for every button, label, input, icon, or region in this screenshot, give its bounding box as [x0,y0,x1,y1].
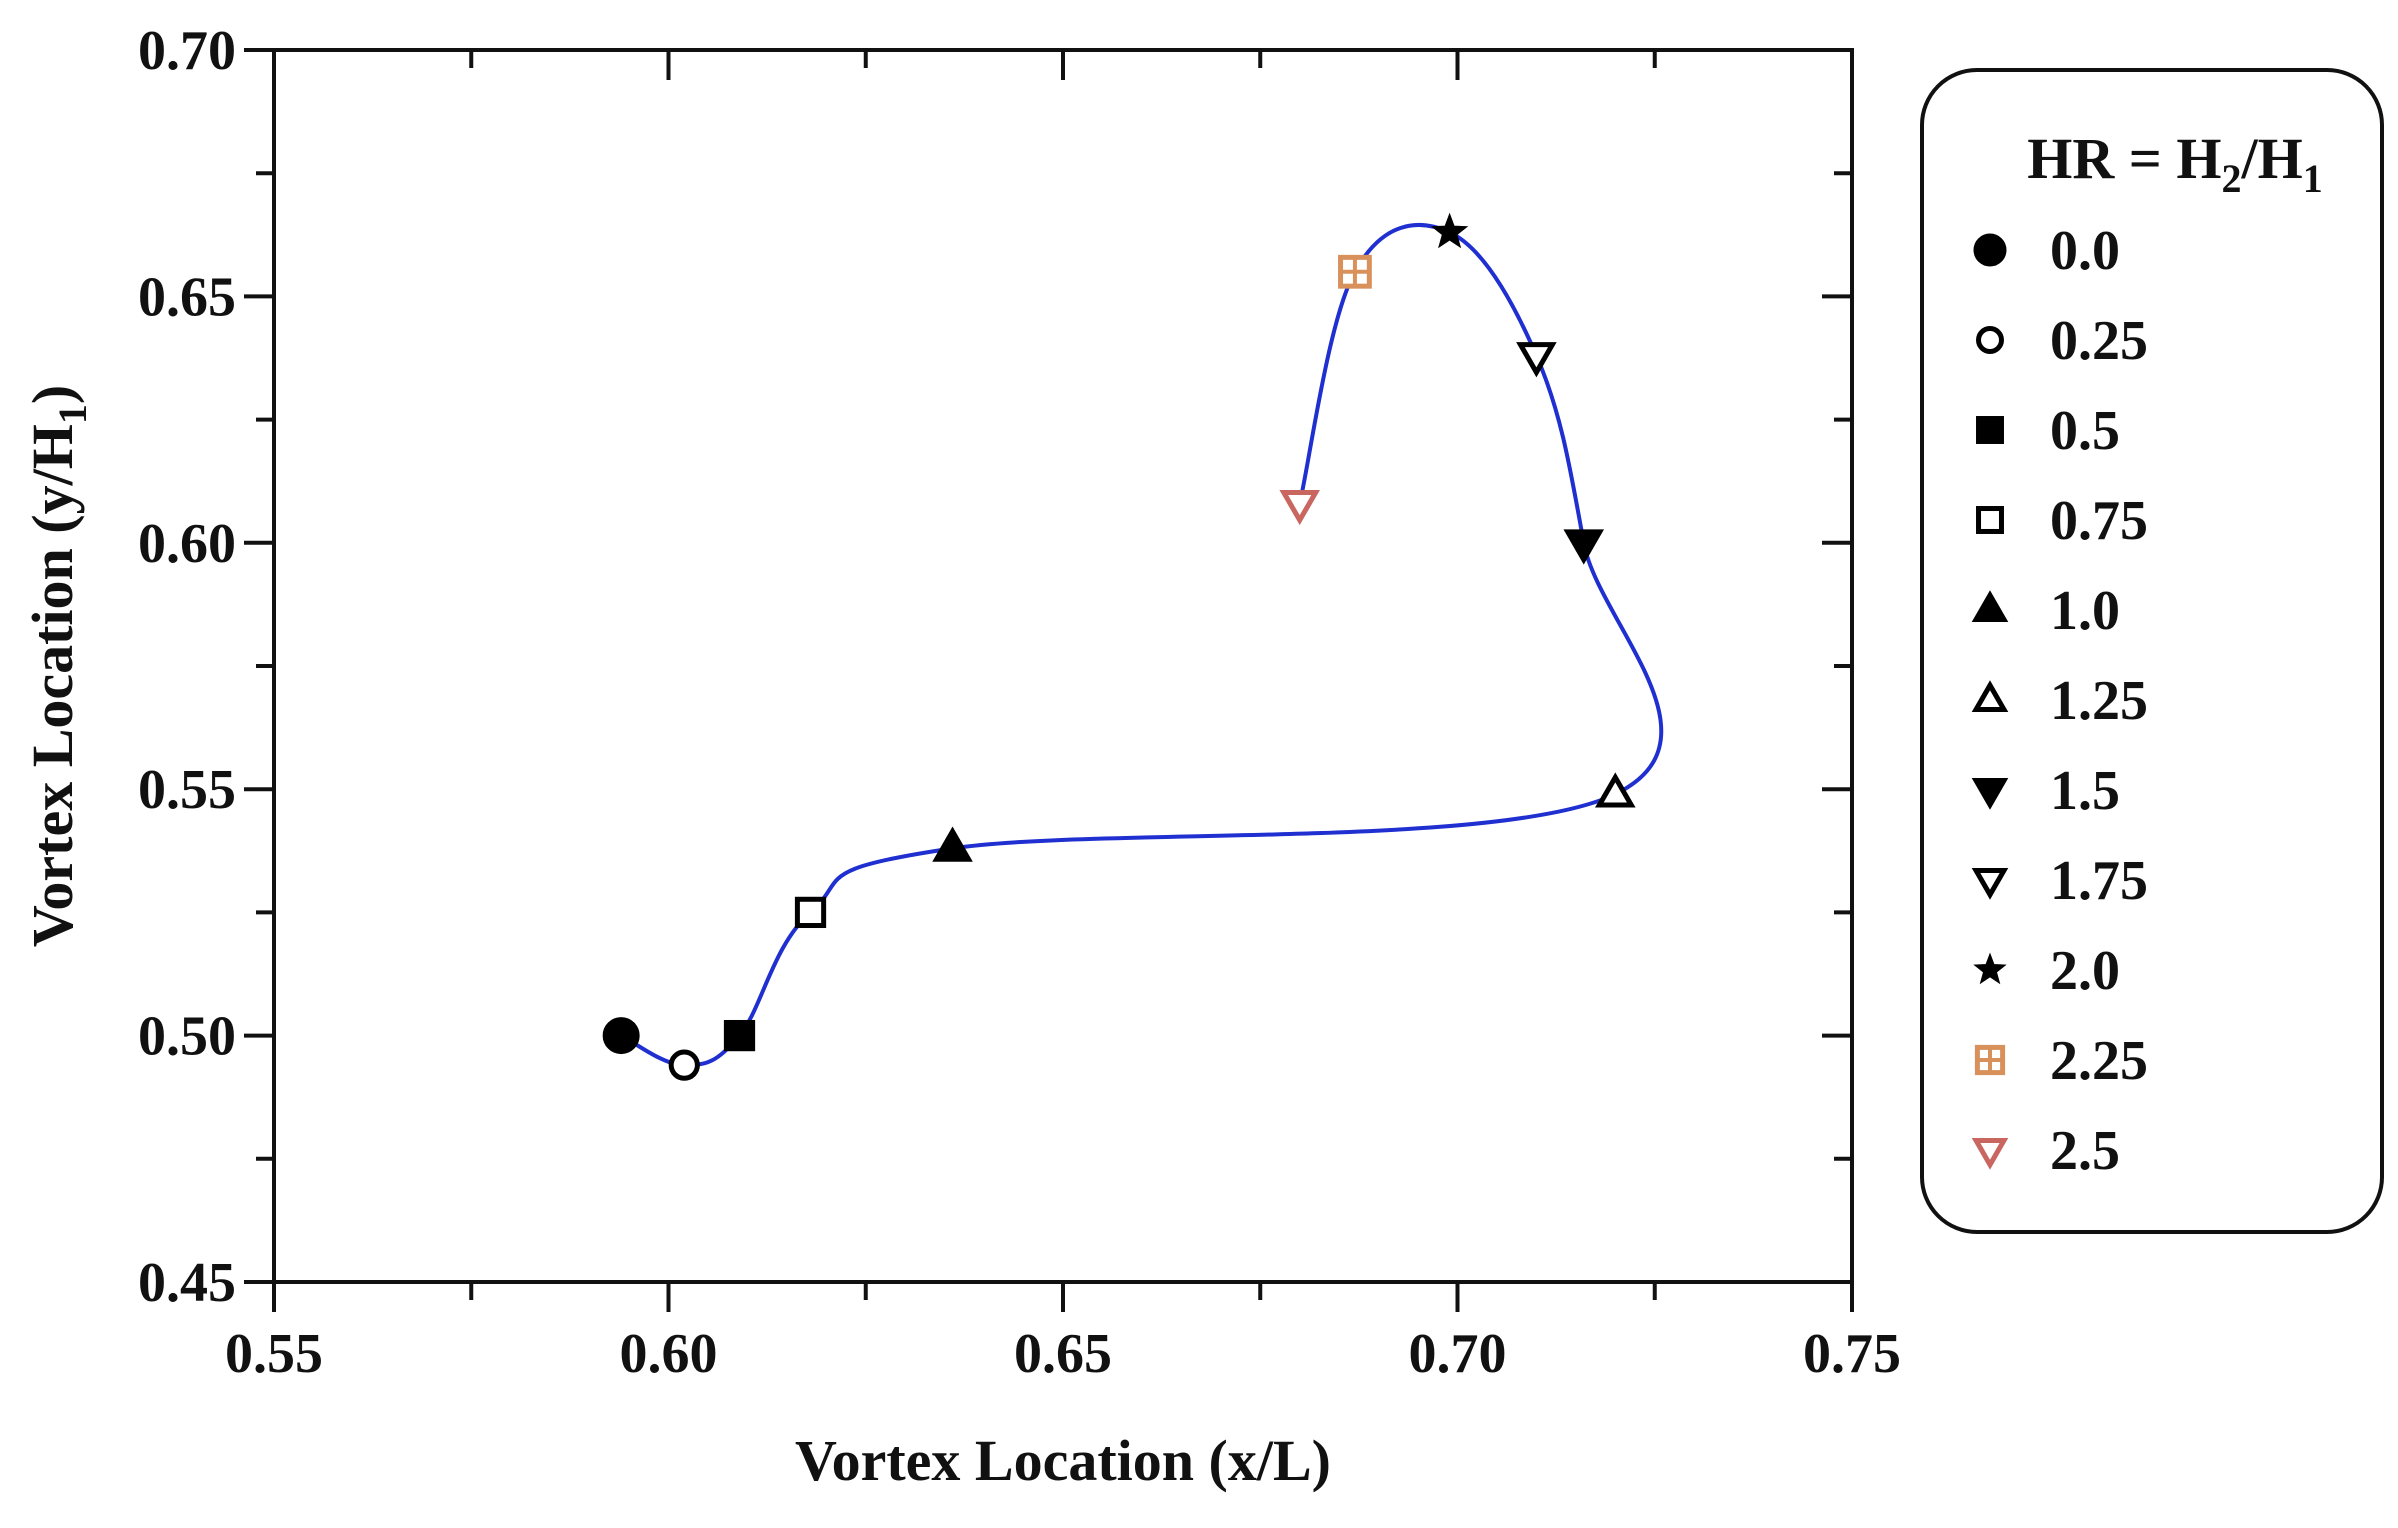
data-point-1.25 [1595,772,1636,808]
y-tick-label: 0.60 [138,513,236,575]
data-point-2.0 [1430,212,1469,249]
data-point-1.0 [932,826,973,862]
data-series [602,212,1664,1081]
legend-marker-0.75 [1976,506,2004,534]
legend-label: 0.0 [2050,220,2120,282]
x-tick-label: 0.65 [1014,1323,1112,1385]
legend-label: 2.0 [2050,940,2120,1002]
data-point-2.25 [1338,254,1372,289]
y-axis-title-subscript: 1 [50,404,95,424]
data-point-0.25 [668,1049,700,1081]
legend-marker-0.5 [1976,416,2004,444]
x-tick-label: 0.70 [1409,1323,1507,1385]
legend-item: 2.0 [1973,940,2120,1002]
data-point-0.5 [723,1019,756,1052]
data-point-0.75 [794,896,827,929]
plot-frame [272,48,1854,1284]
legend-label: 0.25 [2050,310,2148,372]
legend-item: 0.25 [1976,310,2148,372]
y-tick-label: 0.45 [138,1252,236,1314]
data-point-0.0 [602,1017,640,1055]
legend-label: 1.0 [2050,580,2120,642]
y-tick-labels: 0.45 0.50 0.55 0.60 0.65 0.70 [138,20,236,1314]
legend-item: 1.75 [1971,850,2148,912]
legend-item: 2.5 [1971,1120,2120,1182]
y-axis-title: Vortex Location (y/H1) [20,385,95,947]
y-tick-label: 0.65 [138,266,236,328]
legend-item: 1.5 [1971,760,2120,822]
x-tick-labels: 0.55 0.60 0.65 0.70 0.75 [225,1323,1901,1385]
legend-marker-1.5 [1971,777,2009,810]
legend-item: 0.75 [1976,490,2148,552]
legend-label: 1.25 [2050,670,2148,732]
x-tick-label: 0.60 [620,1323,718,1385]
legend-label: 1.75 [2050,850,2148,912]
axis-ticks [244,48,1854,1312]
x-tick-label: 0.55 [225,1323,323,1385]
legend-marker-2.25 [1974,1044,2006,1076]
legend-title-sub-1: 1 [2303,156,2323,201]
data-point-1.5 [1563,529,1605,565]
legend-marker-1.75 [1971,867,2009,900]
legend-label: 0.75 [2050,490,2148,552]
legend-item: 1.25 [1971,670,2148,732]
legend-box [1920,68,2384,1234]
legend-label: 1.5 [2050,760,2120,822]
legend-item: 1.0 [1971,580,2120,642]
legend-marker-2.0 [1973,952,2007,985]
legend-marker-1.25 [1971,680,2009,713]
legend-marker-2.5 [1971,1137,2009,1170]
y-tick-label: 0.70 [138,20,236,82]
legend-title-sub-2: 2 [2221,156,2241,201]
legend-item: 2.25 [1974,1030,2148,1092]
legend-items: 0.0 0.25 0.5 0.75 1.0 1.25 1.5 1.75 2.0 2.25 2.5 [1971,220,2148,1182]
legend-marker-0.0 [1973,233,2007,267]
legend-marker-1.0 [1971,590,2009,623]
y-tick-label: 0.55 [138,759,236,821]
legend-marker-0.25 [1976,326,2004,354]
legend-label: 2.25 [2050,1030,2148,1092]
legend-item: 0.5 [1976,400,2120,462]
legend-label: 2.5 [2050,1120,2120,1182]
data-point-1.75 [1516,342,1557,378]
legend-title: HR = H2/H1 [2027,126,2322,201]
legend-label: 0.5 [2050,400,2120,462]
x-tick-label: 0.75 [1803,1323,1901,1385]
x-axis-title: Vortex Location (x/L) [795,1428,1331,1493]
legend-item: 0.0 [1973,220,2120,282]
data-point-2.5 [1279,489,1320,526]
legend: HR = H2/H1 0.0 0.25 0.5 0.75 1.0 1.25 1.5 1.75 2… [1920,68,2384,1234]
series-line [620,223,1664,1068]
y-tick-label: 0.50 [138,1006,236,1068]
